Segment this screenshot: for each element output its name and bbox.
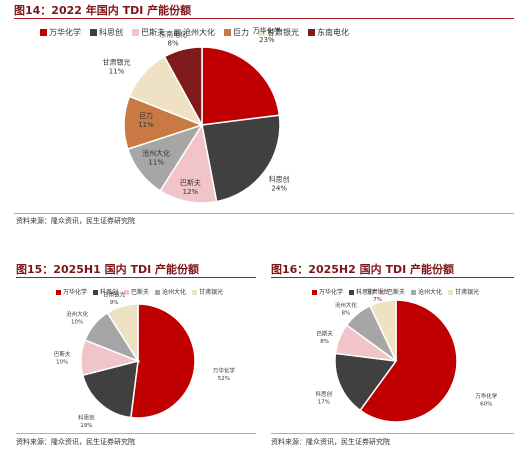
fig16-title: 图16：2025H2 国内 TDI 产能份额 bbox=[271, 263, 454, 276]
fig16-slice-value: 7% bbox=[373, 297, 382, 303]
fig14-legend-swatch bbox=[132, 29, 139, 36]
fig15-slice-label: 万华化学 bbox=[213, 367, 236, 375]
fig15-legend-swatch bbox=[124, 290, 130, 295]
fig14-slice-label: 巨力 bbox=[139, 111, 153, 120]
fig16-bottom-rule bbox=[271, 433, 514, 434]
fig16-legend-item: 巴斯夫 bbox=[387, 288, 405, 296]
fig15-slice-value: 19% bbox=[80, 423, 92, 429]
fig15-slice bbox=[130, 303, 196, 419]
fig16-slice-value: 8% bbox=[342, 311, 351, 317]
fig14-legend-item: 巨力 bbox=[233, 27, 249, 37]
fig14-legend-item: 万华化学 bbox=[49, 27, 81, 37]
fig15-slice-label: 甘肃银光 bbox=[103, 291, 126, 299]
fig14-slice-value: 24% bbox=[271, 185, 287, 193]
fig14-legend-swatch bbox=[40, 29, 47, 36]
fig16-legend-item: 科思创 bbox=[356, 288, 374, 296]
fig14-slice-label: 东南电化 bbox=[159, 30, 187, 39]
fig14-slice-value: 11% bbox=[109, 68, 125, 76]
fig14-legend-item: 沧州大化 bbox=[183, 27, 215, 37]
fig16-slice-label: 沧州大化 bbox=[335, 301, 358, 309]
fig14-slice-value: 12% bbox=[183, 188, 199, 196]
fig14-top-rule bbox=[14, 18, 514, 19]
fig14-legend-item: 科思创 bbox=[99, 27, 123, 37]
fig15-bottom-rule bbox=[16, 433, 256, 434]
fig15-slice-label: 沧州大化 bbox=[66, 310, 89, 318]
fig15-group: 万华化学 科思创 巴斯夫 沧州大化 甘肃银光万华化学52%科思创19%巴斯夫10%沧州大… bbox=[54, 288, 236, 429]
fig15-slice-value: 10% bbox=[56, 359, 68, 365]
fig14-slice-value: 23% bbox=[259, 36, 275, 44]
fig14-legend-swatch bbox=[308, 29, 315, 36]
fig14-slice-label: 甘肃银光 bbox=[103, 58, 131, 67]
fig15-legend-swatch bbox=[93, 290, 99, 295]
fig15-legend-item: 巴斯夫 bbox=[131, 288, 149, 296]
fig14-slice-value: 8% bbox=[168, 40, 179, 48]
fig15-legend-swatch bbox=[56, 290, 61, 295]
fig14-legend-item: 巴斯夫 bbox=[141, 27, 165, 37]
fig16-group: 万华化学 科思创 巴斯夫 沧州大化 甘肃银光万华化学60%科思创17%巴斯夫8%沧州大化… bbox=[312, 288, 498, 423]
fig16-slice-value: 17% bbox=[318, 399, 330, 405]
fig14-source: 资料来源：隆众资讯，民生证券研究院 bbox=[16, 217, 135, 225]
fig15-slice bbox=[81, 359, 139, 419]
fig15-legend-item: 甘肃银光 bbox=[199, 288, 223, 296]
fig15-slice-value: 52% bbox=[218, 376, 230, 382]
fig15-slice bbox=[106, 303, 139, 364]
fig14-legend-swatch bbox=[224, 29, 231, 36]
fig15-title: 图15：2025H1 国内 TDI 产能份额 bbox=[16, 263, 199, 276]
fig14-legend-swatch bbox=[90, 29, 97, 36]
fig14-legend-item: 甘肃银光 bbox=[267, 27, 299, 37]
fig15-slice-value: 10% bbox=[71, 319, 83, 325]
fig16-legend-swatch bbox=[411, 290, 417, 295]
fig16-slice-label: 甘肃银光 bbox=[367, 288, 390, 296]
fig15-legend-item: 万华化学 bbox=[63, 288, 87, 296]
fig14-slice bbox=[201, 46, 281, 126]
fig14-slice bbox=[201, 114, 281, 203]
fig16-slice-label: 巴斯夫 bbox=[316, 330, 333, 338]
fig15-legend-swatch bbox=[155, 290, 161, 295]
fig16-slice-value: 60% bbox=[480, 402, 492, 408]
fig16-slice-value: 8% bbox=[320, 339, 329, 345]
fig14-group: 万华化学 科思创 巴斯夫 沧州大化 巨力 甘肃银光 东南电化万华化学23%科思创24%巴斯夫… bbox=[40, 26, 349, 204]
fig14-bottom-rule bbox=[14, 213, 514, 214]
fig14-slice bbox=[163, 46, 203, 126]
fig16-legend-swatch bbox=[448, 290, 454, 295]
fig15-top-rule bbox=[16, 277, 256, 278]
fig15-source: 资料来源：隆众资讯，民生证券研究院 bbox=[16, 438, 135, 446]
fig14-legend-item: 东南电化 bbox=[317, 27, 349, 37]
fig16-slice-label: 万华化学 bbox=[475, 392, 498, 400]
fig16-legend-swatch bbox=[380, 290, 386, 295]
fig16-source: 资料来源：隆众资讯，民生证券研究院 bbox=[271, 438, 390, 446]
fig15-legend-item: 科思创 bbox=[100, 288, 118, 296]
fig15-slice-value: 9% bbox=[110, 300, 119, 306]
fig14-legend-swatch bbox=[174, 29, 181, 36]
fig16-slice bbox=[359, 299, 458, 423]
fig15-legend-item: 沧州大化 bbox=[162, 288, 186, 296]
fig16-slice-label: 科思创 bbox=[316, 390, 333, 398]
fig16-slice bbox=[369, 299, 397, 362]
fig16-slice bbox=[334, 352, 398, 412]
fig15-legend-swatch bbox=[192, 290, 198, 295]
fig14-slice-label: 巴斯夫 bbox=[180, 178, 201, 187]
fig14-slice-value: 11% bbox=[148, 159, 164, 167]
fig16-legend-item: 沧州大化 bbox=[418, 288, 442, 296]
fig14-slice-label: 沧州大化 bbox=[142, 149, 170, 158]
fig16-legend-swatch bbox=[312, 290, 317, 295]
fig14-slice-label: 科思创 bbox=[269, 175, 290, 184]
fig15-slice-label: 巴斯夫 bbox=[54, 350, 71, 358]
fig14-slice-value: 11% bbox=[138, 121, 154, 129]
fig14-legend-swatch bbox=[258, 29, 265, 36]
fig16-legend-swatch bbox=[349, 290, 355, 295]
fig16-legend-item: 万华化学 bbox=[319, 288, 343, 296]
fig16-legend-item: 甘肃银光 bbox=[455, 288, 479, 296]
fig14-title: 图14：2022 年国内 TDI 产能份额 bbox=[14, 4, 192, 17]
fig16-top-rule bbox=[271, 277, 514, 278]
fig14-slice-label: 万华化学 bbox=[253, 26, 281, 35]
fig15-slice-label: 科思创 bbox=[78, 414, 95, 422]
